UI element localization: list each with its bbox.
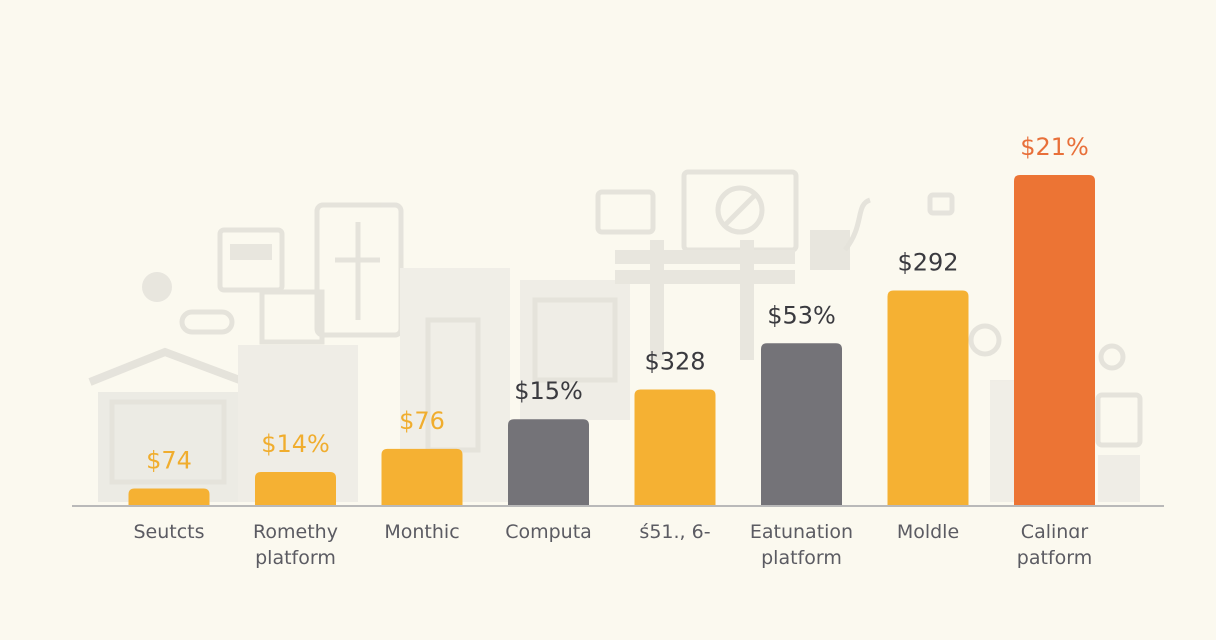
bars-layer [128, 175, 1095, 505]
bar [887, 290, 969, 505]
x-axis-tick-label: Eatunation platform [750, 521, 853, 569]
bar [634, 389, 716, 505]
value-labels-layer: $74 $14% $76 $15% $328 $53% $292 $21% [146, 133, 1089, 475]
x-axis-tick-label-line: Monthic [384, 521, 459, 543]
x-axis-tick-label-line: platform [761, 547, 842, 569]
bar [508, 419, 589, 505]
x-axis-tick-label-line: patform [1017, 547, 1092, 569]
x-axis-tick-label-line: Seutcts [133, 521, 204, 543]
x-axis-tick-label-line: platform [255, 547, 336, 569]
bar-value-label: $53% [767, 301, 836, 329]
bar [381, 448, 463, 505]
x-axis-tick-label-line: Moldle [897, 521, 959, 543]
bar-value-label: $76 [399, 407, 445, 435]
x-axis-tick-label-line: Eatunation [750, 521, 853, 543]
x-axis-tick-label: Calinɑr patform [1017, 521, 1092, 569]
x-axis-tick-label-line: Romethy [253, 521, 338, 543]
bar-value-label: $21% [1020, 133, 1089, 161]
bar [761, 343, 842, 505]
x-axis-tick-label: ś51., 6- [639, 521, 710, 543]
bar-value-label: $15% [514, 377, 583, 405]
bar-value-label: $14% [261, 430, 330, 458]
x-axis-tick-labels: Seutcts Romethy platform Monthic Computa ś51.… [133, 521, 1092, 569]
x-axis-tick-label: Seutcts [133, 521, 204, 543]
bar-value-label: $328 [644, 348, 705, 376]
x-axis-tick-label: Monthic [384, 521, 459, 543]
x-axis-tick-label: Computa [505, 521, 592, 543]
x-axis-tick-label: Romethy platform [253, 521, 338, 569]
bar-value-label: $292 [897, 249, 958, 277]
x-axis-tick-label: Moldle [897, 521, 959, 543]
x-axis-tick-label-line: Computa [505, 521, 592, 543]
bar [1014, 175, 1095, 505]
x-axis-tick-label-line: ś51., 6- [639, 521, 710, 543]
bar [128, 488, 210, 505]
bar-value-label: $74 [146, 447, 192, 475]
x-axis-tick-label-line: Calinɑr [1021, 521, 1089, 543]
bar [255, 472, 336, 505]
